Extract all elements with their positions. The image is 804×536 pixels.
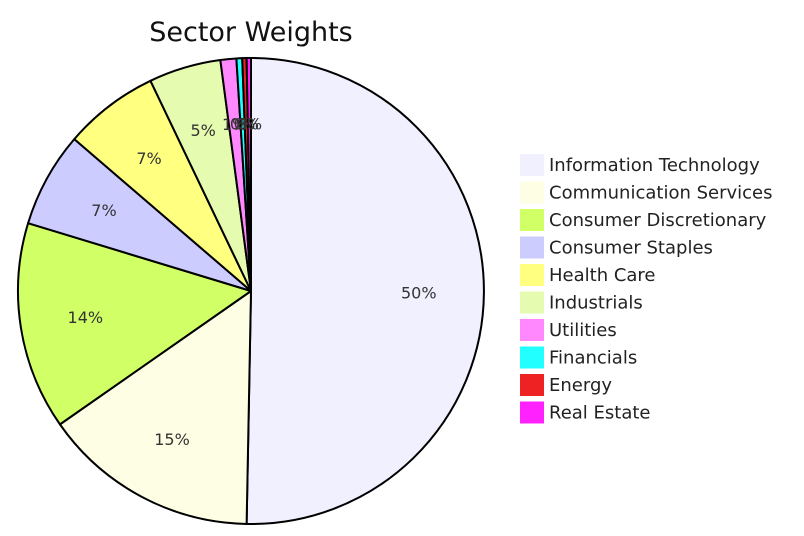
legend-label: Information Technology: [549, 155, 760, 176]
pie-slice: [58, 290, 252, 525]
legend-swatch: [520, 154, 544, 176]
legend-label: Health Care: [549, 265, 656, 286]
pie-slice-labels: 50%15%14%7%7%5% 1%0%0%0%: [68, 114, 437, 449]
legend-swatch: [520, 209, 544, 231]
pie-slices: [17, 56, 485, 525]
legend-label: Utilities: [549, 320, 617, 341]
slice-percent-label: 50%: [401, 284, 437, 303]
pie-slice: [245, 56, 252, 292]
slice-percent-label: 7%: [91, 201, 116, 220]
legend-swatch: [520, 181, 544, 204]
slice-percent-label: 15%: [154, 430, 190, 449]
legend-swatch: [520, 319, 544, 341]
chart-title: Sector Weights: [149, 17, 353, 48]
legend-label: Financials: [549, 348, 637, 369]
legend-swatch: [520, 264, 544, 286]
slice-percent-label: 7%: [136, 149, 161, 168]
slice-percent-label: 5%: [190, 121, 215, 140]
legend-swatch: [520, 346, 544, 369]
slice-percent-label: 0%: [234, 114, 259, 133]
legend-label: Real Estate: [549, 403, 651, 424]
legend: Information Technology Communication Serv…: [520, 154, 773, 424]
legend-label: Consumer Staples: [549, 238, 713, 259]
slice-percent-label: 1%: [222, 115, 247, 134]
legend-label: Energy: [549, 375, 612, 396]
slice-percent-label: 0%: [237, 114, 262, 133]
legend-label: Industrials: [549, 293, 643, 314]
legend-swatch: [520, 374, 544, 396]
slice-percent-label: 14%: [68, 308, 104, 327]
legend-swatch: [520, 291, 544, 314]
slice-percent-label: 0%: [230, 114, 255, 133]
pie-slice: [245, 57, 485, 525]
legend-label: Communication Services: [549, 183, 773, 204]
legend-swatch: [520, 236, 544, 259]
legend-swatch: [520, 401, 544, 424]
legend-label: Consumer Discretionary: [549, 210, 767, 231]
